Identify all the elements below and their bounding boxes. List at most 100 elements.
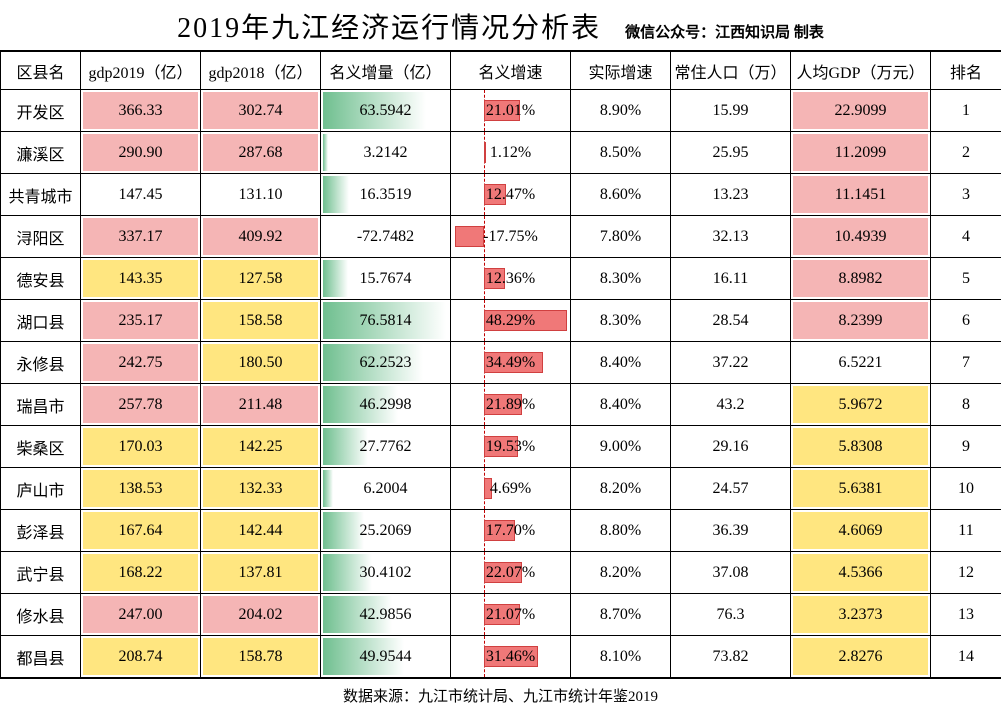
cell-value: 132.33 [239, 480, 283, 498]
rank: 3 [931, 174, 1001, 216]
cell-value: 6.2004 [364, 480, 408, 498]
district-name: 修水县 [1, 594, 81, 636]
district-name: 共青城市 [1, 174, 81, 216]
cell-value: 12.47% [486, 186, 535, 204]
cell-value: 5.6381 [839, 480, 883, 498]
district-name: 武宁县 [1, 552, 81, 594]
real-rate: 8.70% [571, 594, 671, 636]
cell-value: 2.8276 [839, 648, 883, 666]
cell-value: 27.7762 [360, 438, 412, 456]
real-rate: 8.30% [571, 300, 671, 342]
table-cell: 143.35 [81, 258, 201, 300]
cell-value: 46.2998 [360, 396, 412, 414]
population: 73.82 [671, 636, 791, 678]
real-rate: 8.40% [571, 342, 671, 384]
table-cell: 247.00 [81, 594, 201, 636]
rate-cell: 21.89% [451, 384, 571, 426]
table-cell: 3.2373 [791, 594, 931, 636]
table-cell: 138.53 [81, 468, 201, 510]
cell-value: 21.01% [486, 102, 535, 120]
rank: 5 [931, 258, 1001, 300]
real-rate: 8.80% [571, 510, 671, 552]
increment-cell: 46.2998 [321, 384, 451, 426]
cell-value: 127.58 [239, 270, 283, 288]
rank: 4 [931, 216, 1001, 258]
col-header: 常住人口（万） [671, 52, 791, 90]
rank: 13 [931, 594, 1001, 636]
population: 25.95 [671, 132, 791, 174]
population: 28.54 [671, 300, 791, 342]
table-cell: 4.6069 [791, 510, 931, 552]
cell-value: 211.48 [239, 396, 282, 414]
table-cell: 127.58 [201, 258, 321, 300]
table-row: 共青城市147.45131.1016.351912.47%8.60%13.231… [1, 174, 1001, 216]
rate-cell: 48.29% [451, 300, 571, 342]
district-name: 柴桑区 [1, 426, 81, 468]
col-header: 人均GDP（万元） [791, 52, 931, 90]
table-cell: 137.81 [201, 552, 321, 594]
district-name: 开发区 [1, 90, 81, 132]
increment-cell: 30.4102 [321, 552, 451, 594]
cell-value: 247.00 [119, 606, 163, 624]
rank: 2 [931, 132, 1001, 174]
increment-cell: -72.7482 [321, 216, 451, 258]
increment-cell: 49.9544 [321, 636, 451, 678]
cell-value: 143.35 [119, 270, 163, 288]
cell-value: 4.6069 [839, 522, 883, 540]
cell-value: 16.3519 [360, 186, 412, 204]
col-header: 实际增速 [571, 52, 671, 90]
cell-value: 22.07% [486, 564, 535, 582]
rank: 14 [931, 636, 1001, 678]
population: 43.2 [671, 384, 791, 426]
increment-cell: 6.2004 [321, 468, 451, 510]
cell-value: 5.8308 [839, 438, 883, 456]
table-row: 柴桑区170.03142.2527.776219.53%9.00%29.165.… [1, 426, 1001, 468]
page-title: 2019年九江经济运行情况分析表 [177, 6, 601, 46]
cell-value: 366.33 [119, 102, 163, 120]
cell-value: 8.2399 [839, 312, 883, 330]
table-cell: 6.5221 [791, 342, 931, 384]
table-cell: 366.33 [81, 90, 201, 132]
data-table: 区县名gdp2019（亿）gdp2018（亿）名义增量（亿）名义增速实际增速常住… [0, 51, 1001, 678]
table-cell: 4.5366 [791, 552, 931, 594]
real-rate: 7.80% [571, 216, 671, 258]
rate-cell: 1.12% [451, 132, 571, 174]
table-row: 庐山市138.53132.336.20044.69%8.20%24.575.63… [1, 468, 1001, 510]
cell-value: -17.75% [483, 228, 538, 246]
table-cell: 5.8308 [791, 426, 931, 468]
cell-value: 4.5366 [839, 564, 883, 582]
table-row: 武宁县168.22137.8130.410222.07%8.20%37.084.… [1, 552, 1001, 594]
increment-cell: 27.7762 [321, 426, 451, 468]
page-subtitle: 微信公众号：江西知识局 制表 [625, 21, 824, 42]
district-name: 浔阳区 [1, 216, 81, 258]
district-name: 瑞昌市 [1, 384, 81, 426]
cell-value: 21.07% [486, 606, 535, 624]
table-cell: 242.75 [81, 342, 201, 384]
increment-cell: 3.2142 [321, 132, 451, 174]
cell-value: 4.69% [490, 480, 531, 498]
col-header: gdp2019（亿） [81, 52, 201, 90]
real-rate: 8.60% [571, 174, 671, 216]
cell-value: 30.4102 [360, 564, 412, 582]
cell-value: 63.5942 [360, 102, 412, 120]
cell-value: 147.45 [119, 186, 163, 204]
rate-cell: 34.49% [451, 342, 571, 384]
table-container: 2019年九江经济运行情况分析表 微信公众号：江西知识局 制表 区县名gdp20… [0, 0, 1001, 712]
table-row: 都昌县208.74158.7849.954431.46%8.10%73.822.… [1, 636, 1001, 678]
footer-text: 数据来源：九江市统计局、九江市统计年鉴2019 [0, 678, 1001, 712]
table-cell: 10.4939 [791, 216, 931, 258]
cell-value: 76.5814 [360, 312, 412, 330]
cell-value: 137.81 [239, 564, 283, 582]
table-cell: 204.02 [201, 594, 321, 636]
table-cell: 132.33 [201, 468, 321, 510]
table-cell: 287.68 [201, 132, 321, 174]
table-cell: 290.90 [81, 132, 201, 174]
district-name: 濂溪区 [1, 132, 81, 174]
rank: 1 [931, 90, 1001, 132]
increment-cell: 76.5814 [321, 300, 451, 342]
table-row: 彭泽县167.64142.4425.206917.70%8.80%36.394.… [1, 510, 1001, 552]
rank: 10 [931, 468, 1001, 510]
col-header: 排名 [931, 52, 1001, 90]
cell-value: 409.92 [239, 228, 283, 246]
cell-value: 337.17 [119, 228, 163, 246]
